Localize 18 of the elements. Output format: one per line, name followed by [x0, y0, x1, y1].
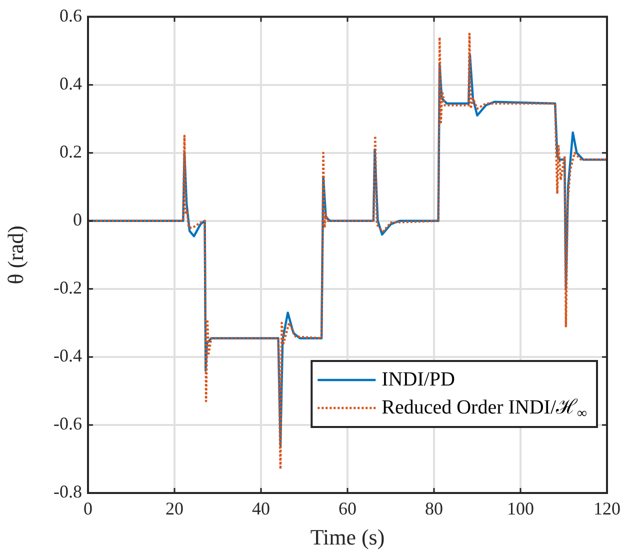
- x-tick-label: 60: [338, 498, 356, 519]
- y-axis-title: θ (rad): [2, 226, 28, 284]
- x-tick-label: 100: [507, 498, 534, 519]
- y-tick-label: 0.6: [60, 6, 82, 26]
- x-tick-label: 20: [166, 498, 184, 519]
- y-tick-label: 0.2: [60, 142, 82, 162]
- x-axis-title: Time (s): [310, 524, 385, 550]
- legend-label: INDI/PD: [382, 368, 455, 390]
- x-tick-label: 120: [594, 498, 620, 519]
- y-tick-label: -0.6: [54, 414, 82, 434]
- y-tick-label: -0.2: [54, 278, 82, 298]
- y-tick-label: -0.8: [54, 482, 82, 502]
- y-tick-label: 0.4: [60, 74, 82, 94]
- y-tick-label: -0.4: [54, 346, 82, 366]
- x-tick-label: 40: [252, 498, 270, 519]
- x-tick-label: 80: [425, 498, 443, 519]
- legend-label: Reduced Order INDI/ℋ∞: [382, 396, 588, 422]
- y-tick-label: 0: [73, 210, 82, 230]
